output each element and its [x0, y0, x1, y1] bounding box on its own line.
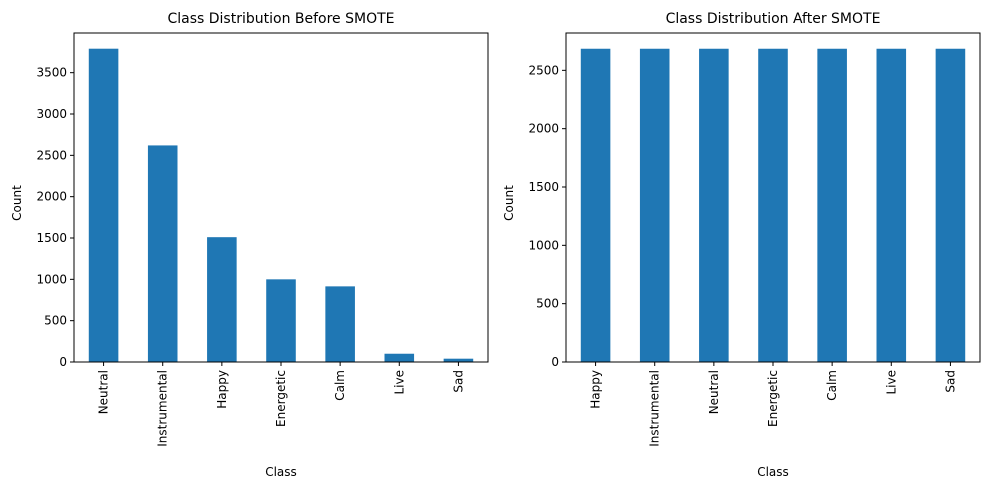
y-tick-label: 3000	[36, 107, 67, 121]
y-tick-label: 3500	[36, 66, 67, 80]
x-tick-label: Happy	[589, 370, 603, 409]
x-tick-label: Energetic	[766, 370, 780, 427]
x-axis-label: Class	[757, 465, 789, 479]
y-tick-label: 500	[44, 314, 67, 328]
y-tick-label: 0	[59, 355, 67, 369]
bar-energetic	[758, 48, 788, 362]
x-tick-label: Sad	[943, 370, 957, 393]
y-tick-label: 1500	[528, 180, 559, 194]
plot-frame	[565, 32, 981, 363]
y-tick-label: 1500	[36, 231, 67, 245]
bar-neutral	[699, 48, 729, 362]
x-axis-label: Class	[265, 465, 297, 479]
x-tick-label: Calm	[825, 370, 839, 401]
bar-calm	[817, 48, 847, 362]
chart-before-smote: Class Distribution Before SMOTE Count Cl…	[10, 11, 489, 479]
y-tick-label: 0	[551, 355, 559, 369]
y-tick-label: 2500	[36, 148, 67, 162]
x-tick-label: Instrumental	[156, 370, 170, 447]
x-tick-label: Instrumental	[648, 370, 662, 447]
bar-happy	[580, 48, 611, 362]
bar-calm	[325, 286, 355, 362]
y-tick-label: 1000	[36, 272, 67, 286]
x-tick-label: Live	[884, 370, 898, 395]
bar-energetic	[266, 279, 296, 362]
x-tick-label: Energetic	[274, 370, 288, 427]
bar-sad	[443, 358, 474, 362]
bar-live	[876, 48, 907, 362]
bar-instrumental	[639, 48, 670, 362]
chart-after-smote: Class Distribution After SMOTE Count Cla…	[502, 11, 981, 479]
y-tick-label: 1000	[528, 238, 559, 252]
x-tick-label: Neutral	[707, 370, 721, 414]
bar-sad	[935, 48, 966, 362]
x-tick-label: Live	[392, 370, 406, 395]
y-tick-label: 2000	[36, 190, 67, 204]
bar-instrumental	[147, 145, 178, 362]
y-tick-label: 500	[536, 297, 559, 311]
bar-happy	[207, 237, 237, 362]
x-tick-label: Sad	[451, 370, 465, 393]
chart-title: Class Distribution Before SMOTE	[167, 11, 394, 27]
x-tick-label: Happy	[215, 370, 229, 409]
y-axis-label: Count	[502, 185, 516, 221]
y-tick-label: 2500	[528, 63, 559, 77]
x-tick-label: Calm	[333, 370, 347, 401]
x-tick-label: Neutral	[97, 370, 111, 414]
chart-title: Class Distribution After SMOTE	[666, 11, 881, 27]
bar-live	[384, 353, 415, 362]
y-axis-label: Count	[10, 185, 24, 221]
bar-neutral	[88, 48, 119, 363]
plot-frame	[73, 32, 489, 363]
y-tick-label: 2000	[528, 122, 559, 136]
